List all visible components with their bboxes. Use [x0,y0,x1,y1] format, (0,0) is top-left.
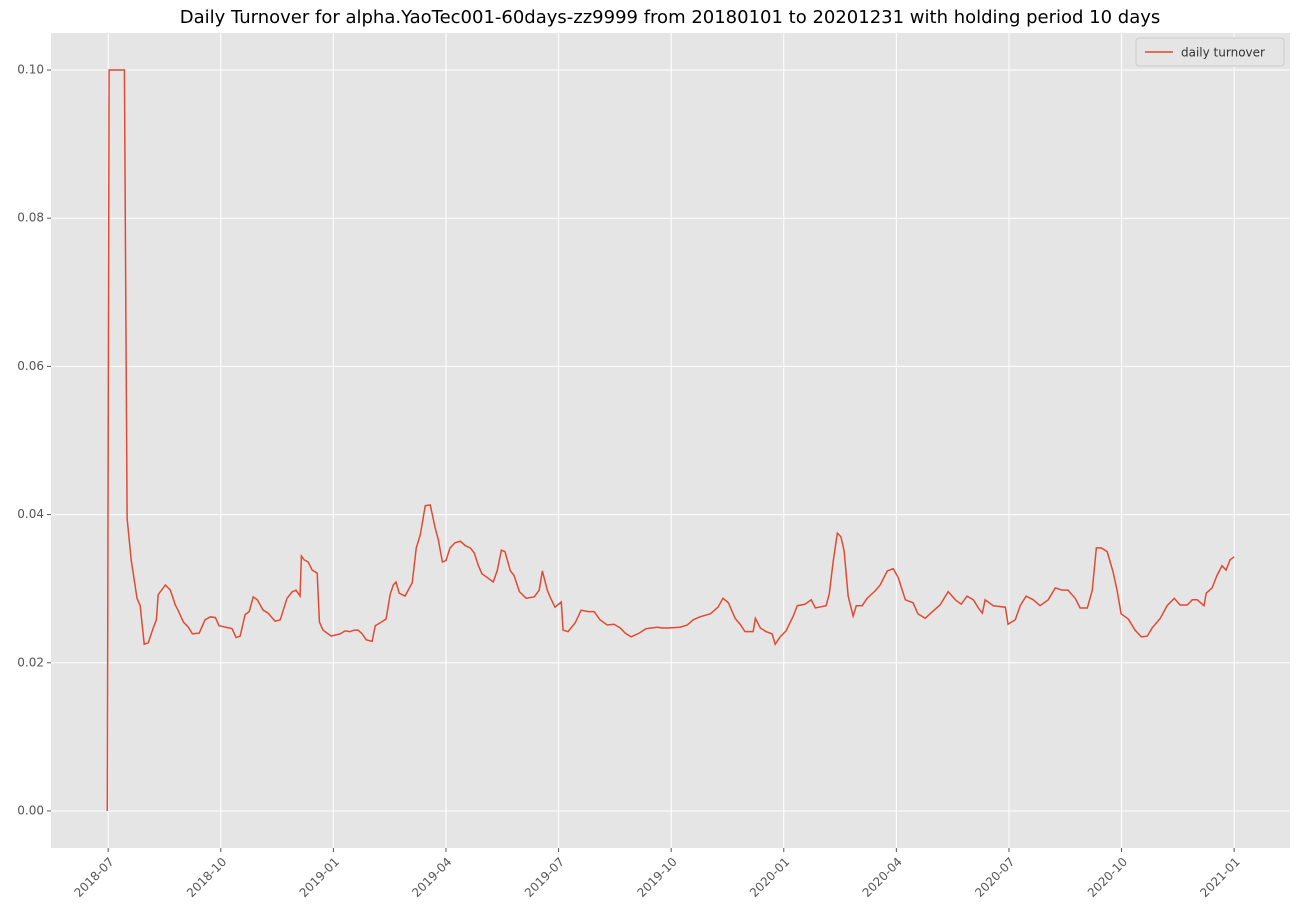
chart-title: Daily Turnover for alpha.YaoTec001-60day… [180,7,1161,28]
x-tick-label: 2019-04 [409,855,454,900]
x-tick-label: 2020-07 [972,855,1017,900]
x-tick-label: 2019-10 [634,855,679,900]
x-tick-label: 2019-01 [297,855,342,900]
y-tick-label: 0.02 [17,655,44,669]
y-tick-label: 0.04 [17,507,44,521]
y-tick-label: 0.06 [17,359,44,373]
legend-label: daily turnover [1181,46,1265,60]
x-tick-label: 2020-04 [860,855,905,900]
x-tick-label: 2020-10 [1085,855,1130,900]
x-tick-label: 2021-01 [1197,855,1242,900]
x-tick-label: 2018-10 [184,855,229,900]
legend-box [1135,37,1285,67]
x-tick-label: 2020-01 [747,855,792,900]
y-tick-label: 0.08 [17,211,44,225]
y-tick-label: 0.00 [17,803,44,817]
plot-area [51,33,1290,848]
data-line [106,69,1235,811]
y-tick-label: 0.10 [17,63,44,77]
x-tick-label: 2019-07 [522,855,567,900]
x-tick-label: 2018-07 [71,855,116,900]
